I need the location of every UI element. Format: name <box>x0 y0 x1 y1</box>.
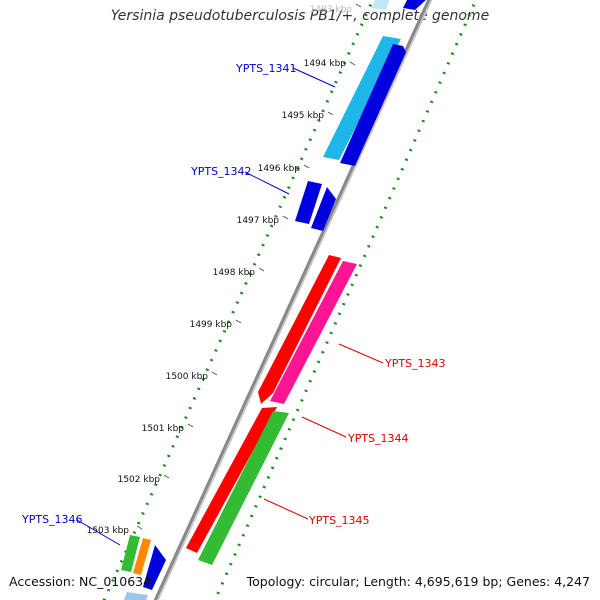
gene-feature-ypts-1341[interactable] <box>323 0 428 166</box>
map-title: Yersinia pseudotuberculosis PB1/+, compl… <box>110 8 490 24</box>
scale-tick: 1497 kbp <box>237 215 289 226</box>
tick-label: 1497 kbp <box>237 216 280 226</box>
scale-tick: 1498 kbp <box>213 267 265 278</box>
scale-tick: 1494 kbp <box>304 59 356 69</box>
backbone-shadow <box>155 0 433 600</box>
gene-bar-pink[interactable] <box>270 261 357 404</box>
gene-label-ypts-1344[interactable]: YPTS_1344 <box>347 432 409 445</box>
scale-tick: 1493 kbp <box>310 3 362 15</box>
scale-ticks: 1493 kbp 1494 kbp 1495 kbp 1496 kbp 1497… <box>87 3 362 536</box>
genome-summary: Topology: circular; Length: 4,695,619 bp… <box>246 574 590 589</box>
gene-arrow-blue-top[interactable] <box>403 0 428 10</box>
tick-label: 1496 kbp <box>258 164 301 174</box>
scale-tick: 1501 kbp <box>142 423 194 434</box>
tick-label: 1494 kbp <box>304 59 347 69</box>
gc-ring-outer <box>213 0 478 600</box>
gene-bar-top-light <box>372 0 390 10</box>
gene-arrow-red[interactable] <box>258 255 341 404</box>
scale-tick: 1502 kbp <box>118 474 170 485</box>
gene-block-blue[interactable] <box>295 181 322 224</box>
gene-bar-green[interactable] <box>121 535 140 572</box>
gene-arrow-blue[interactable] <box>143 545 166 590</box>
gene-label-ypts-1341[interactable]: YPTS_1341 <box>235 62 297 75</box>
tick-label: 1493 kbp <box>310 5 353 15</box>
scale-tick: 1499 kbp <box>190 319 242 330</box>
tick-label: 1501 kbp <box>142 424 185 434</box>
gene-feature-ypts-1343[interactable] <box>270 261 357 404</box>
scale-tick: 1500 kbp <box>166 371 218 382</box>
gene-label-ypts-1345[interactable]: YPTS_1345 <box>308 514 370 527</box>
backbone <box>153 0 431 600</box>
gc-ring-inner <box>102 0 375 600</box>
tick-label: 1500 kbp <box>166 372 209 382</box>
tick-label: 1495 kbp <box>282 111 325 121</box>
accession-label: Accession: NC_010634 <box>9 574 152 589</box>
gene-label-ypts-1343[interactable]: YPTS_1343 <box>384 357 446 370</box>
gene-feature-ypts-1346[interactable] <box>121 535 166 600</box>
gene-arrow-blue[interactable] <box>340 44 406 166</box>
gene-label-ypts-1346[interactable]: YPTS_1346 <box>21 513 83 526</box>
gene-arrow-blue[interactable] <box>311 187 336 231</box>
tick-label: 1498 kbp <box>213 268 256 278</box>
scale-tick: 1495 kbp <box>282 111 334 121</box>
tick-label: 1499 kbp <box>190 320 233 330</box>
gene-bar-light-blue <box>124 592 148 600</box>
gene-feature-ypts-1342[interactable] <box>295 181 336 231</box>
gene-bar-green[interactable] <box>198 411 289 565</box>
tick-label: 1503 kbp <box>87 526 130 536</box>
gene-label-ypts-1342[interactable]: YPTS_1342 <box>190 165 252 178</box>
scale-tick: 1496 kbp <box>258 164 310 174</box>
gene-bar-cyan[interactable] <box>323 36 401 160</box>
tick-label: 1502 kbp <box>118 475 161 485</box>
gene-feature-ypts-1345[interactable] <box>186 407 289 565</box>
gene-feature-ypts-1344[interactable] <box>258 255 341 404</box>
gene-arrow-red[interactable] <box>186 407 277 553</box>
scale-tick: 1503 kbp <box>87 525 143 536</box>
leader-lines <box>76 67 384 546</box>
gene-bar-orange[interactable] <box>133 538 151 575</box>
